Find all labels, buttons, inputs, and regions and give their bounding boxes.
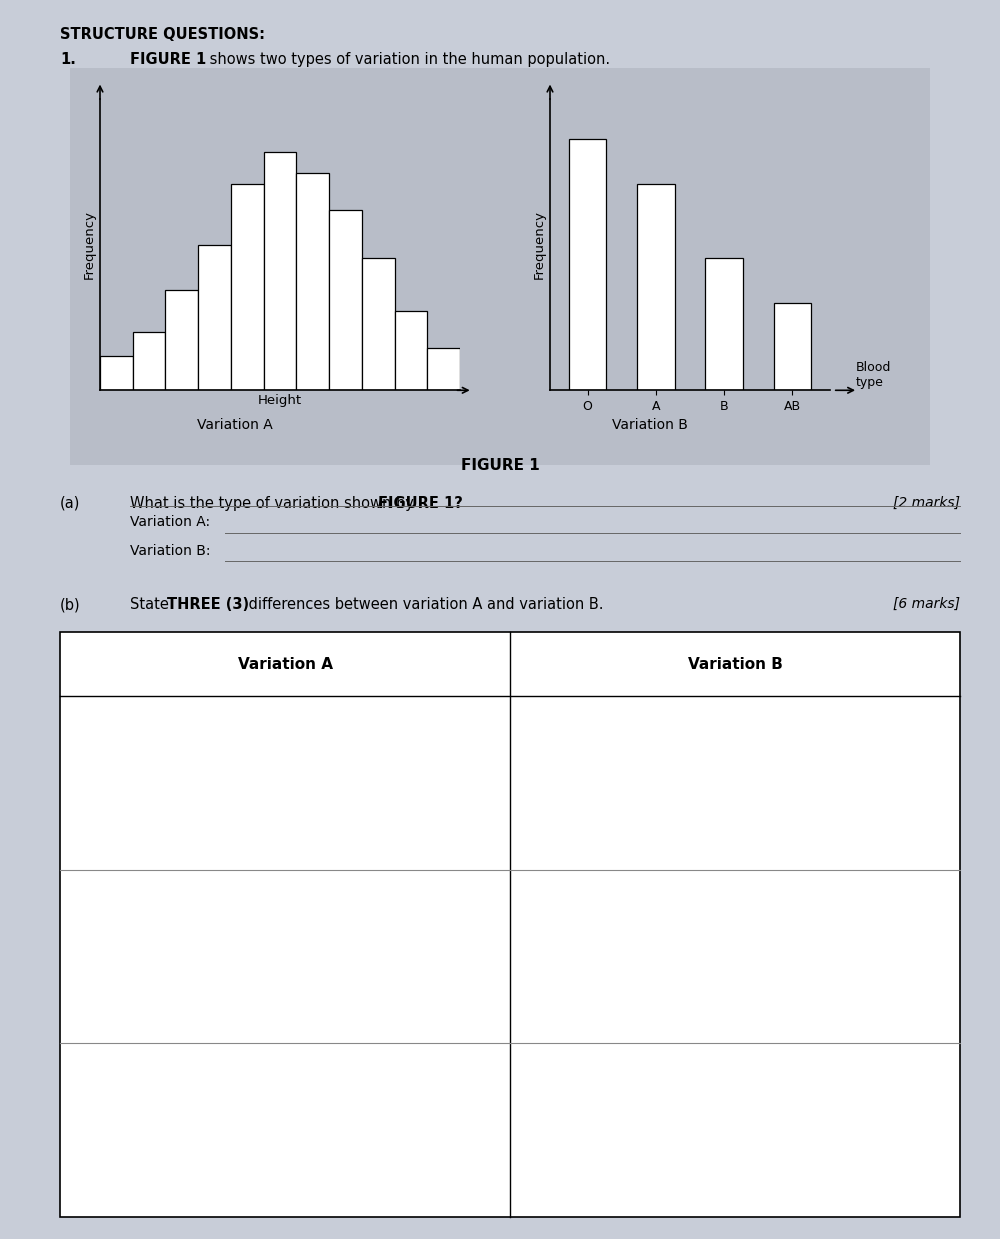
Bar [427, 348, 460, 390]
Bar [329, 211, 362, 390]
Text: FIGURE 1: FIGURE 1 [130, 52, 206, 67]
Bar [362, 258, 395, 390]
Text: State: State [130, 597, 174, 612]
Text: Variation B: Variation B [688, 657, 782, 672]
Bar [395, 311, 427, 390]
Text: Variation A:: Variation A: [130, 515, 210, 529]
Text: differences between variation A and variation B.: differences between variation A and vari… [244, 597, 604, 612]
Text: [6 marks]: [6 marks] [893, 597, 960, 611]
Bar [165, 290, 198, 390]
Bar [569, 139, 606, 390]
Text: [2 marks]: [2 marks] [893, 496, 960, 509]
Bar [705, 258, 743, 390]
Bar [133, 332, 165, 390]
Text: Variation B: Variation B [612, 418, 688, 431]
Bar [264, 152, 296, 390]
Text: (b): (b) [60, 597, 81, 612]
Bar [296, 173, 329, 390]
Text: Variation B:: Variation B: [130, 544, 210, 558]
Bar [198, 244, 231, 390]
Text: (a): (a) [60, 496, 80, 510]
Text: STRUCTURE QUESTIONS:: STRUCTURE QUESTIONS: [60, 27, 265, 42]
Text: FIGURE 1: FIGURE 1 [461, 458, 539, 473]
Text: shows two types of variation in the human population.: shows two types of variation in the huma… [205, 52, 610, 67]
Text: Variation A: Variation A [238, 657, 333, 672]
Text: 1.: 1. [60, 52, 76, 67]
Text: FIGURE 1?: FIGURE 1? [378, 496, 463, 510]
Text: Variation A: Variation A [197, 418, 273, 431]
Y-axis label: Frequency: Frequency [83, 211, 96, 279]
Text: Blood
type: Blood type [856, 362, 891, 389]
X-axis label: Height: Height [258, 394, 302, 408]
Bar [774, 302, 811, 390]
Text: THREE (3): THREE (3) [167, 597, 249, 612]
Text: What is the type of variation shown by: What is the type of variation shown by [130, 496, 418, 510]
Bar [100, 356, 133, 390]
Y-axis label: Frequency: Frequency [533, 211, 546, 279]
Bar [637, 183, 675, 390]
Bar [231, 183, 264, 390]
